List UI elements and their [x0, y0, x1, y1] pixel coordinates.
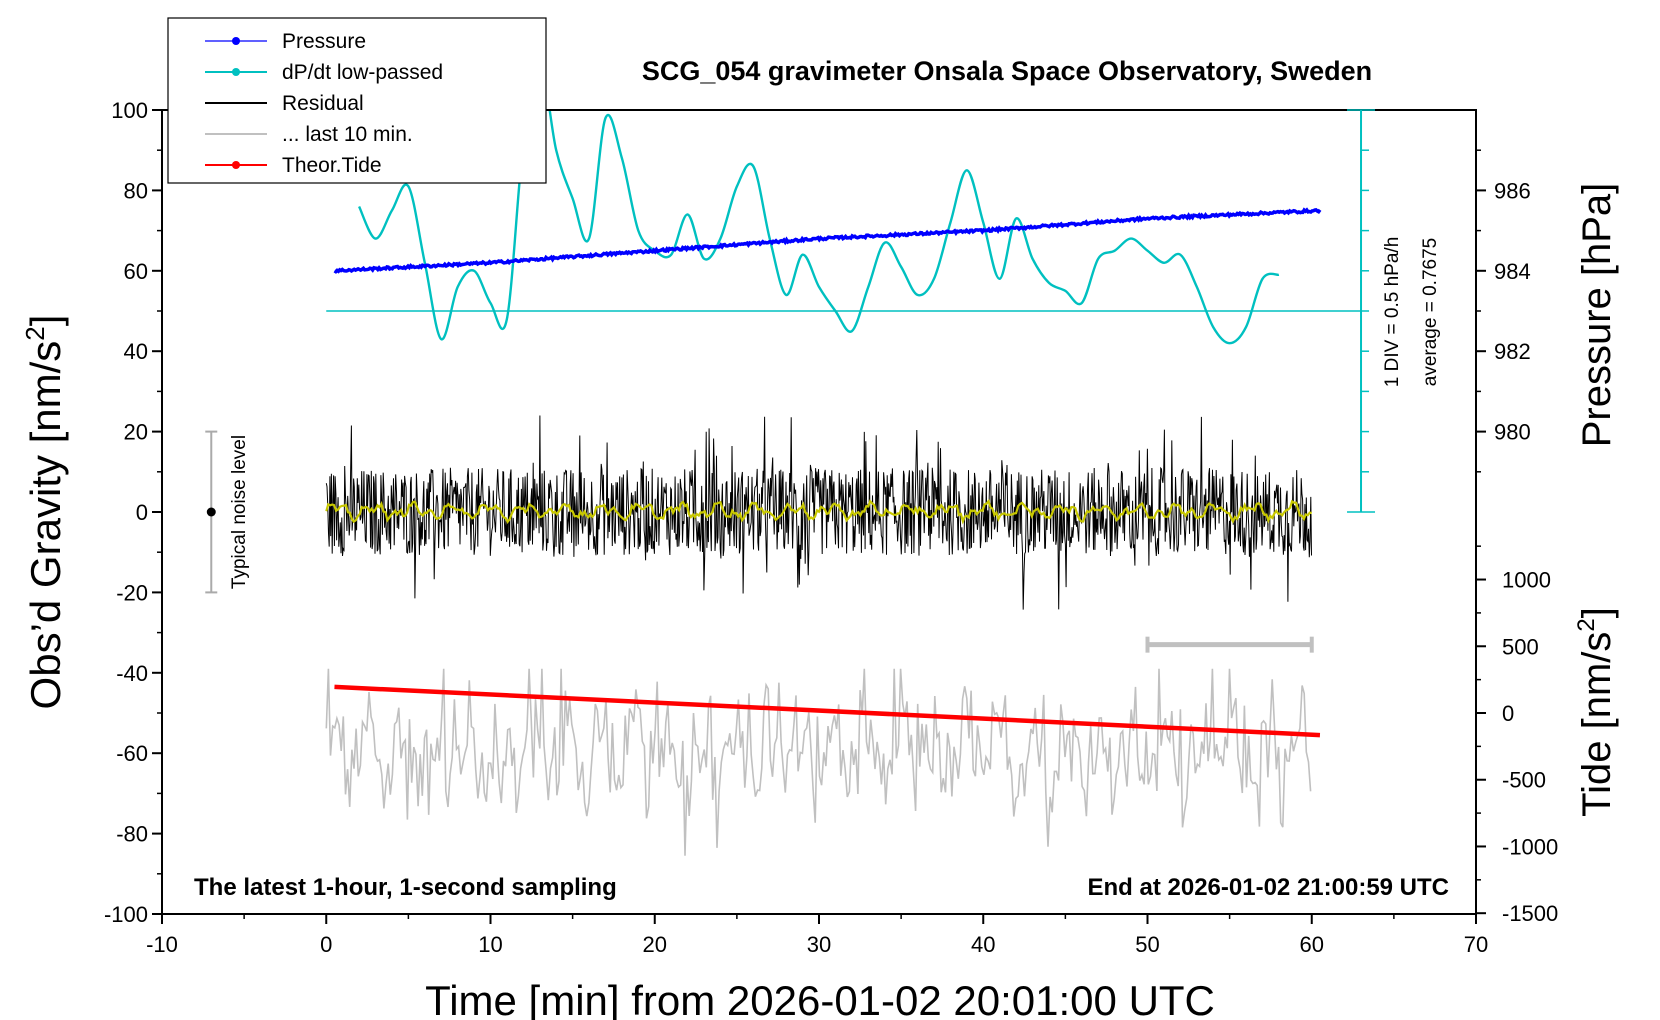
x-tick-label: 20: [643, 932, 667, 957]
x-axis-title: Time [min] from 2026-01-02 20:01:00 UTC: [425, 977, 1215, 1020]
dpdt-scale-ruler: [1347, 109, 1376, 513]
x-axis: -10 0 10 20 30 40 50 60 70: [146, 914, 1488, 957]
x-tick-label: 70: [1464, 932, 1488, 957]
noise-center-dot: [206, 507, 216, 517]
y-left-tick-label: 80: [124, 178, 148, 203]
y-tide-tick-label: -1000: [1502, 834, 1558, 859]
y-left-tick-label: 60: [124, 259, 148, 284]
y-axis-pressure-title: Pressure [hPa]: [1575, 183, 1619, 448]
legend-label-0: Pressure: [282, 30, 366, 53]
residual-smoothed-trace: [325, 498, 1312, 525]
y-pressure-tick-label: 984: [1494, 259, 1531, 284]
y-left-tick-label: 20: [124, 420, 148, 445]
y-left-tick-label: 40: [124, 339, 148, 364]
pressure-trace: [333, 207, 1322, 274]
noise-level-indicator: [205, 430, 218, 594]
y-tide-tick-label: -1500: [1502, 901, 1558, 926]
y-left-tick-label: 100: [111, 98, 148, 123]
noise-level-label: Typical noise level: [229, 435, 250, 589]
legend-label-3: ... last 10 min.: [282, 123, 413, 146]
tide-trace: [334, 684, 1321, 738]
y-left-tick-label: -60: [116, 741, 148, 766]
y-axis-pressure: 980 982 984 986: [1476, 149, 1531, 473]
x-tick-label: 60: [1300, 932, 1324, 957]
data-traces: [325, 110, 1362, 856]
legend-label-2: Residual: [282, 92, 364, 115]
y-left-tick-label: -20: [116, 580, 148, 605]
x-tick-label: 50: [1135, 932, 1159, 957]
y-pressure-tick-label: 982: [1494, 339, 1531, 364]
y-pressure-tick-label: 986: [1494, 178, 1531, 203]
legend-marker-0: [232, 37, 240, 45]
x-tick-label: 10: [478, 932, 502, 957]
y-left-tick-label: -80: [116, 822, 148, 847]
y-axis-tide: -1500 -1000 -500 0 500 1000: [1476, 545, 1558, 926]
legend-marker-4: [232, 161, 240, 169]
footer-left-label: The latest 1-hour, 1-second sampling: [194, 874, 617, 901]
y-tide-tick-label: 1000: [1502, 568, 1551, 593]
y-tide-tick-label: 0: [1502, 701, 1514, 726]
y-left-tick-label: -100: [104, 902, 148, 927]
y-axis-left: -100 -80 -60 -40 -20 0 20 40 60 80 100: [104, 98, 162, 927]
y-tide-tick-label: 500: [1502, 634, 1539, 659]
chart-title: SCG_054 gravimeter Onsala Space Observat…: [642, 56, 1372, 86]
y-tide-tick-label: -500: [1502, 768, 1546, 793]
y-axis-tide-title: Tide [nm/s2]: [1573, 607, 1619, 817]
dpdt-average-label: average = 0.7675: [1420, 238, 1441, 386]
y-axis-left-title: Obs’d Gravity [nm/s2]: [20, 315, 69, 710]
footer-right-label: End at 2026-01-02 21:00:59 UTC: [1088, 874, 1450, 901]
x-tick-label: 30: [807, 932, 831, 957]
legend-label-1: dP/dt low-passed: [282, 61, 443, 84]
x-tick-label: 40: [971, 932, 995, 957]
x-tick-label: -10: [146, 932, 178, 957]
dpdt-scale-label: 1 DIV = 0.5 hPa/h: [1382, 237, 1403, 388]
y-pressure-tick-label: 980: [1494, 420, 1531, 445]
y-left-tick-label: -40: [116, 661, 148, 686]
legend-marker-1: [232, 68, 240, 76]
x-tick-label: 0: [320, 932, 332, 957]
y-left-tick-label: 0: [136, 500, 148, 525]
legend-label-4: Theor.Tide: [282, 154, 382, 177]
residual-trace: [325, 415, 1312, 610]
legend: Pressure dP/dt low-passed Residual ... last…: [167, 17, 547, 184]
last10-trace: [325, 668, 1312, 856]
dpdt-trace: [358, 110, 1280, 345]
legend-box: [167, 17, 547, 184]
